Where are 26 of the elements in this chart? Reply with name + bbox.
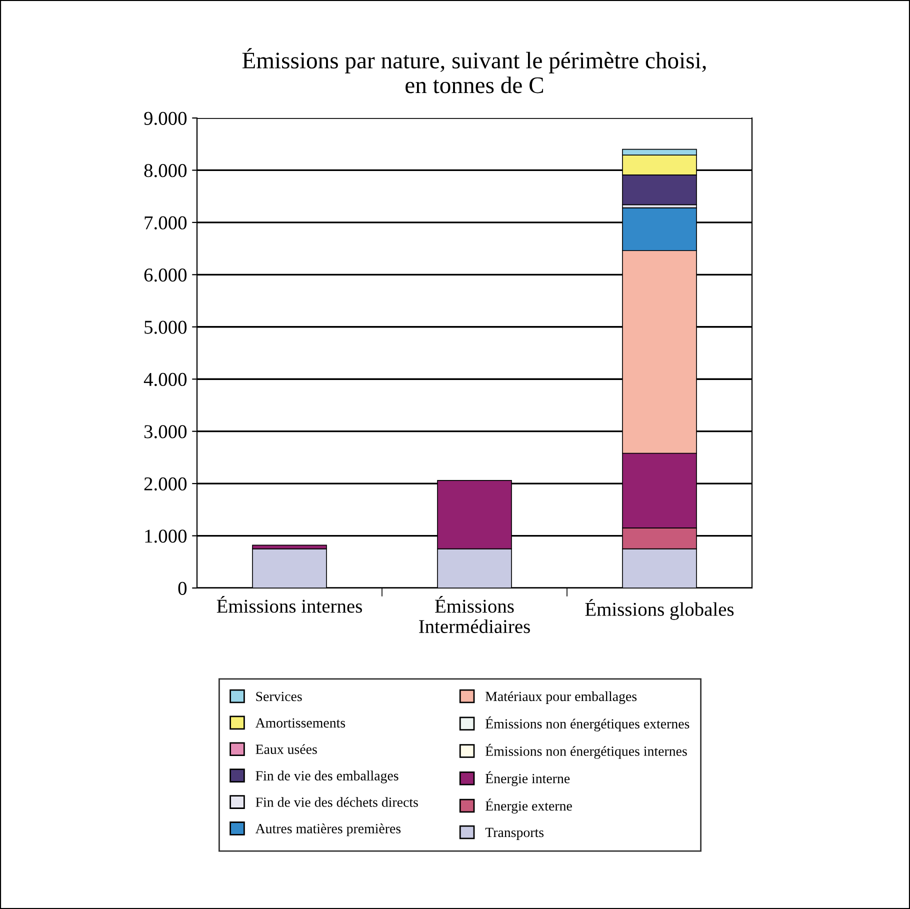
legend-label: Amortissements — [255, 718, 346, 728]
y-tick-label: 6.000 — [144, 268, 187, 282]
x-tick-label: Émissions internes — [216, 596, 362, 613]
legend-label: Émissions non énergétiques externes — [486, 716, 690, 732]
legend-label: Émissions non énergétiques internes — [486, 744, 687, 759]
x-tick-label: Émissions globales — [585, 599, 734, 620]
legend-label: Autres matières premières — [255, 824, 401, 836]
y-tick-label: 3.000 — [144, 425, 187, 438]
legend-label: Matériaux pour emballages — [486, 691, 637, 704]
y-tick-label: 0 — [178, 582, 187, 595]
x-tick-label: Émissions Intermédiaires — [419, 596, 530, 634]
legend-label: Fin de vie des emballages — [256, 770, 398, 784]
y-tick-label: 7.000 — [144, 216, 187, 230]
chart-title: Émissions par nature, suivant le périmètre choisi, en tonnes de C — [242, 48, 706, 94]
y-tick-label: 5.000 — [144, 320, 187, 334]
legend-label: Fin de vie des déchets directs — [256, 797, 418, 807]
legend-label: Transports — [485, 828, 544, 840]
y-tick-label: 8.000 — [144, 164, 187, 178]
y-tick-label: 4.000 — [144, 372, 187, 386]
legend-label: Énergie externe — [486, 798, 572, 814]
legend-label: Énergie interne — [486, 771, 570, 786]
y-tick-label: 2.000 — [144, 477, 187, 491]
y-tick-label: 9.000 — [144, 112, 187, 126]
y-tick-label: 1.000 — [145, 530, 187, 543]
legend-label: Services — [256, 692, 302, 702]
legend-label: Eaux usées — [256, 744, 317, 754]
